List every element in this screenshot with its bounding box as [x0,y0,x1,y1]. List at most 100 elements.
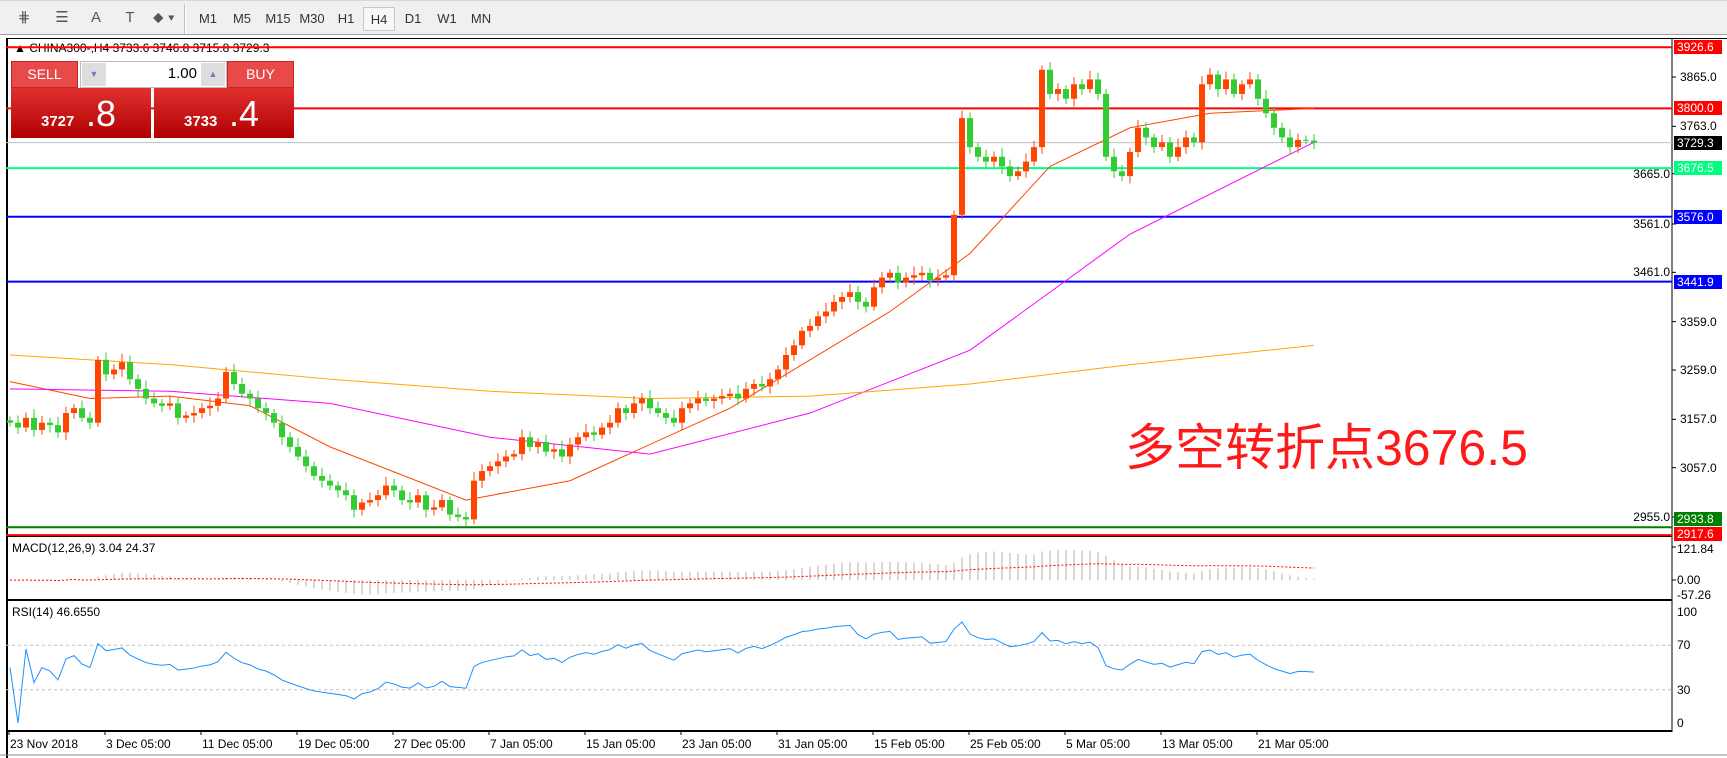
candle-body [87,417,93,423]
candle-body [1023,161,1029,172]
candle-body [1255,79,1261,99]
buy-button[interactable]: BUY [227,61,294,88]
candle-body [927,272,933,281]
candle-body [79,408,85,418]
toolbar: ⋕ ☰ A T ⬥ ▾ M1 M5 M15 M30 H1 H4 D1 W1 MN [0,0,1727,35]
candle-body [391,485,397,491]
y-tick-label: 3157.0 [1680,412,1717,426]
candle-body [375,495,381,501]
date-label: 3 Dec 05:00 [106,737,171,751]
date-label: 5 Mar 05:00 [1066,737,1131,751]
candle-body [1071,84,1077,99]
candle-body [719,396,725,399]
chart-window[interactable] [6,38,1727,758]
y-tick-label: 3259.0 [1680,363,1717,377]
candle-body [1095,79,1101,94]
candle-body [303,456,309,467]
y-tick-label: 3763.0 [1680,119,1717,133]
timeframe-w1[interactable]: W1 [437,11,457,26]
elliott-wave-icon[interactable]: ⋕ [17,9,31,26]
date-label: 19 Dec 05:00 [298,737,370,751]
candle-body [887,272,893,278]
candle-body [647,398,653,409]
candle-body [623,408,629,414]
candle-body [1111,156,1117,172]
date-label: 21 Mar 05:00 [1258,737,1329,751]
y-tick-label: 3865.0 [1680,70,1717,84]
timeframe-m1[interactable]: M1 [198,11,218,26]
date-label: 25 Feb 05:00 [970,737,1041,751]
candle-body [1015,171,1021,177]
candle-body [327,480,333,486]
candle-body [839,296,845,302]
fibonacci-icon[interactable]: ☰ [55,9,69,26]
text-icon[interactable]: A [90,9,101,26]
timeframe-d1[interactable]: D1 [404,11,422,26]
candle-body [935,277,941,281]
candle-body [639,398,645,404]
candle-body [591,432,597,435]
candle-body [687,403,693,409]
timeframe-h4[interactable]: H4 [363,7,395,31]
candle-body [559,449,565,457]
moving-average-line [9,344,1315,400]
candle-body [15,422,21,428]
candle-body [959,118,965,215]
timeframe-mn[interactable]: MN [470,11,492,26]
candle-body [407,500,413,503]
sell-price-button[interactable]: 3727 .8 [11,88,151,138]
timeframe-m5[interactable]: M5 [232,11,252,26]
candle-body [879,277,885,288]
sell-button[interactable]: SELL [11,61,78,88]
lot-size-input[interactable]: 1.00 [167,65,197,82]
rsi-tick-label: 70 [1677,638,1691,652]
candle-body [727,393,733,397]
candle-body [127,362,133,380]
candle-body [47,422,53,426]
candle-body [503,456,509,462]
date-label: 23 Nov 2018 [10,737,79,751]
timeframe-m30[interactable]: M30 [299,11,325,26]
candle-body [983,156,989,162]
candle-body [151,398,157,404]
candle-body [1191,137,1197,143]
date-label: 7 Jan 05:00 [490,737,553,751]
lot-size-spinner[interactable]: ▼ 1.00 ▲ [80,61,227,88]
candle-body [463,516,469,520]
macd-tick-label: -57.26 [1677,588,1712,602]
candle-body [1047,69,1053,94]
candle-body [1199,84,1205,143]
chart-annotation[interactable]: 多空转折点3676.5 [1125,420,1528,476]
candle-body [655,408,661,414]
candle-body [479,471,485,481]
decrease-lots-icon[interactable]: ▼ [82,63,106,86]
price-tag: 3926.6 [1674,40,1722,54]
candle-body [319,475,325,481]
rsi-label: RSI(14) 46.6550 [12,605,101,619]
candle-body [183,415,189,418]
date-label: 23 Jan 05:00 [682,737,752,751]
candle-body [863,301,869,307]
candle-body [95,359,101,423]
candle-body [871,287,877,307]
candle-body [919,272,925,276]
increase-lots-icon[interactable]: ▲ [201,63,225,86]
candle-body [975,147,981,157]
candle-body [7,420,13,423]
timeframe-h1[interactable]: H1 [337,11,355,26]
candle-body [1031,147,1037,162]
date-label: 11 Dec 05:00 [202,737,273,751]
candle-body [743,388,749,399]
candle-body [535,442,541,447]
arrows-dropdown-icon[interactable]: ⬥ ▾ [153,9,175,26]
y-tick-label: 3057.0 [1680,461,1717,475]
buy-price-main: 3733 [184,113,218,130]
timeframe-m15[interactable]: M15 [265,11,291,26]
candle-body [1103,93,1109,157]
candle-body [495,461,501,467]
candle-body [1279,127,1285,138]
candle-body [199,408,205,414]
moving-average-line [9,107,1315,501]
buy-price-button[interactable]: 3733 .4 [154,88,294,138]
text-label-icon[interactable]: T [125,9,135,26]
